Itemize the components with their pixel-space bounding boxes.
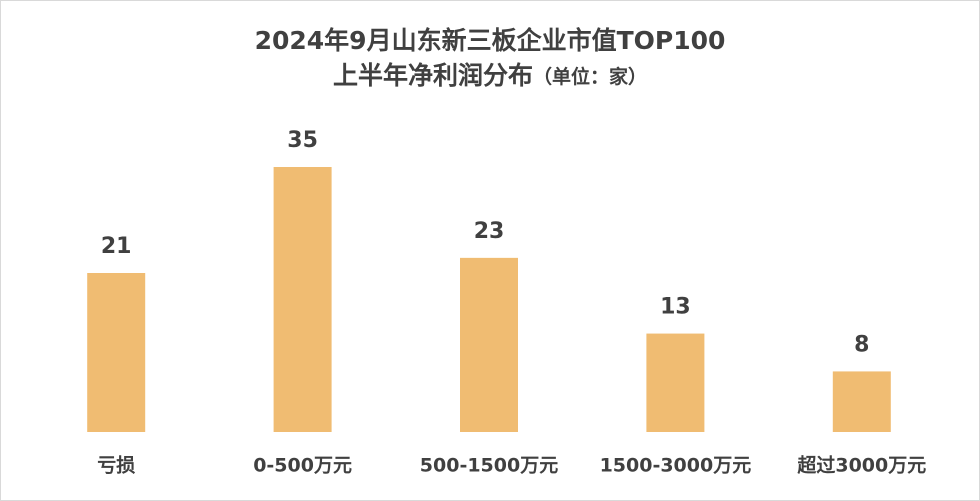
bar [646, 333, 705, 432]
data-label: 23 [474, 219, 505, 244]
x-tick-label: 500-1500万元 [420, 455, 558, 477]
chart-title: 2024年9月山东新三板企业市值TOP100 [255, 26, 726, 55]
x-tick-label: 亏损 [97, 455, 135, 477]
data-label: 21 [101, 234, 132, 259]
data-label: 8 [854, 332, 869, 357]
chart-subtitle: 上半年净利润分布 [333, 61, 533, 90]
x-tick-label: 0-500万元 [253, 455, 352, 477]
chart-subtitle-line: 上半年净利润分布（单位：家） [333, 61, 647, 90]
bar [832, 371, 891, 432]
data-label: 13 [660, 295, 691, 320]
bar [273, 167, 332, 432]
data-label: 35 [287, 128, 318, 153]
unit-note: （单位：家） [533, 65, 647, 88]
bar [460, 257, 518, 432]
x-tick-label: 超过3000万元 [796, 454, 926, 477]
bar [87, 273, 146, 432]
x-tick-label: 1500-3000万元 [600, 455, 752, 477]
